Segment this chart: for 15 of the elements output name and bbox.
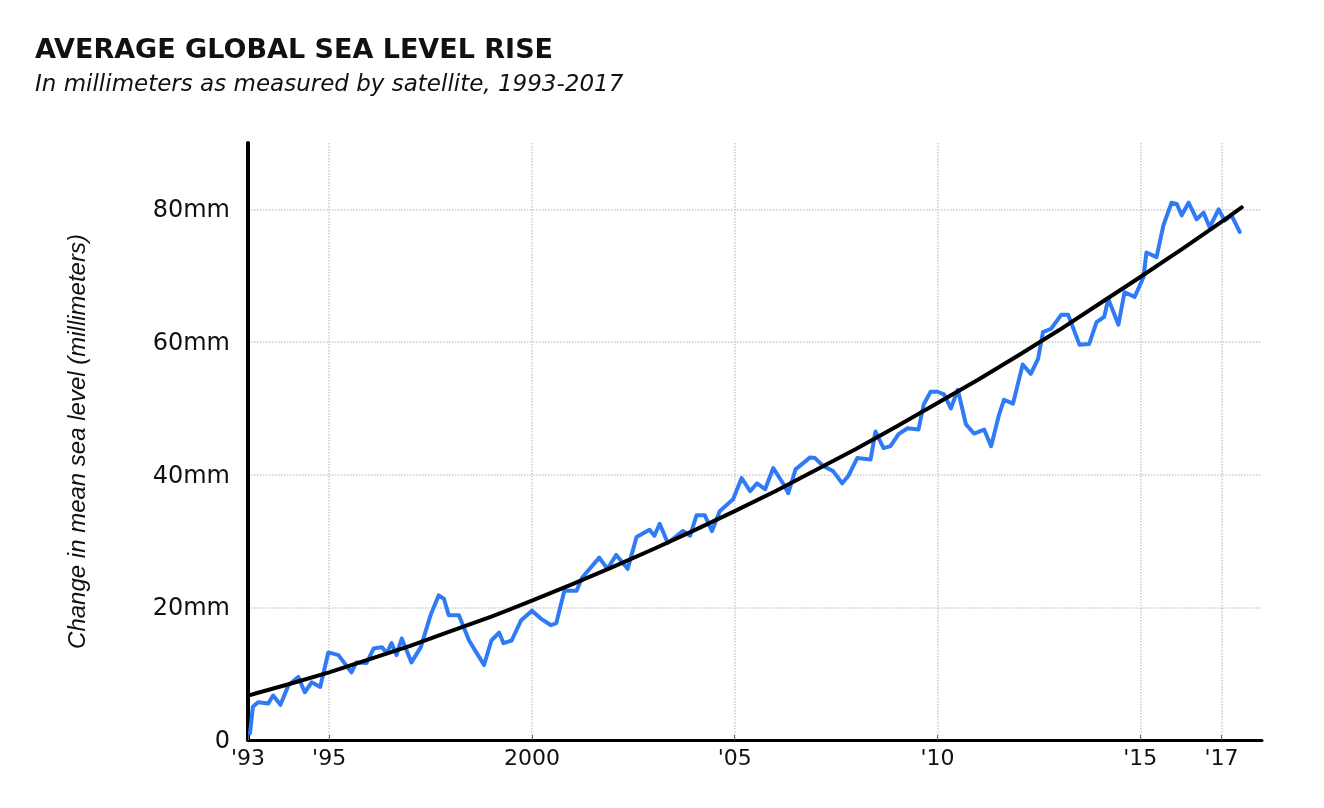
y-tick-label: 20mm — [152, 593, 230, 622]
x-tick-label: '95 — [312, 744, 347, 770]
x-tick-label: 2000 — [503, 744, 560, 770]
x-tick-label: '10 — [920, 744, 955, 770]
chart-subtitle: In millimeters as measured by satellite, 1993-2017 — [35, 69, 624, 96]
x-tick-label: '15 — [1123, 744, 1158, 770]
y-tick-label: 80mm — [152, 195, 230, 224]
chart-title: AVERAGE GLOBAL SEA LEVEL RISE — [35, 33, 554, 64]
y-tick-label: 60mm — [152, 328, 230, 356]
y-tick-label: 0 — [214, 726, 230, 754]
x-tick-label: '05 — [717, 744, 752, 770]
y-tick-label: 40mm — [152, 460, 230, 489]
x-tick-label: '17 — [1204, 744, 1239, 770]
x-tick-label: '93 — [230, 744, 266, 770]
y-axis-title: Change in mean sea level (millimeters) — [62, 234, 90, 649]
